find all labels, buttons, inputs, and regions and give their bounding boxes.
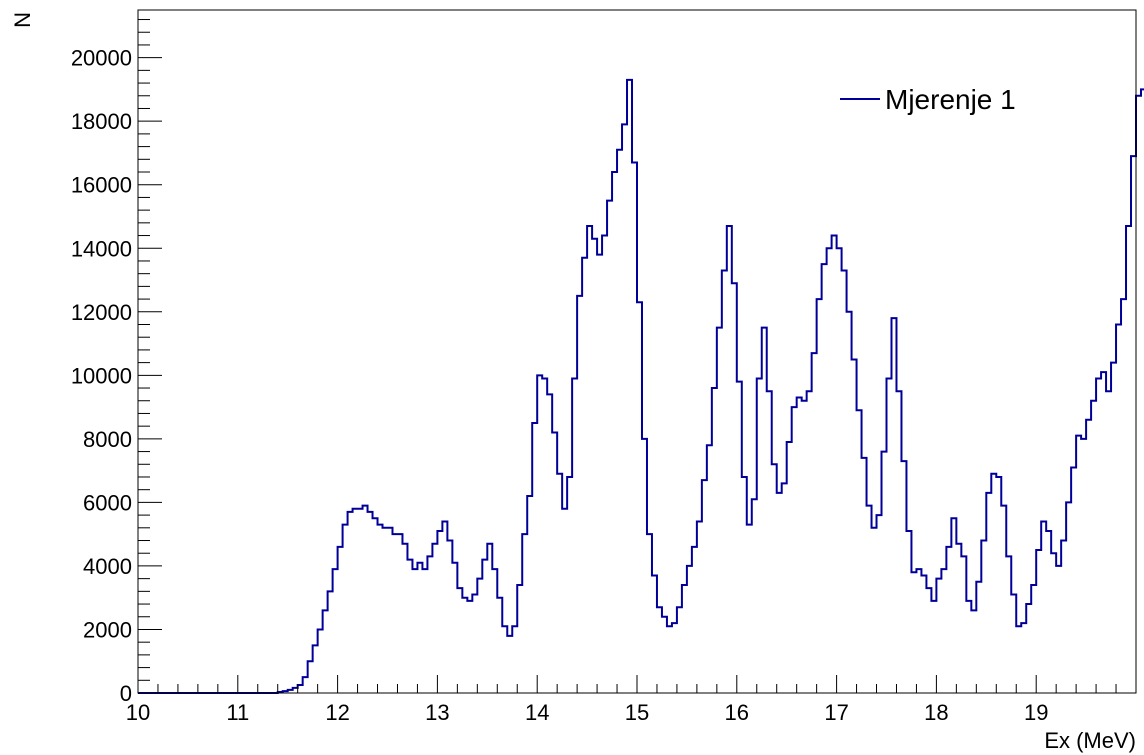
x-tick-label: 19 — [1024, 700, 1048, 725]
x-tick-label: 16 — [725, 700, 749, 725]
y-tick-label: 18000 — [71, 109, 132, 134]
y-tick-label: 6000 — [83, 490, 132, 515]
y-tick-label: 20000 — [71, 46, 132, 71]
y-tick-label: 14000 — [71, 236, 132, 261]
x-tick-label: 18 — [924, 700, 948, 725]
x-tick-label: 13 — [425, 700, 449, 725]
y-axis-title: N — [10, 12, 35, 28]
y-tick-label: 4000 — [83, 554, 132, 579]
y-tick-label: 8000 — [83, 427, 132, 452]
x-tick-label: 15 — [625, 700, 649, 725]
x-tick-label: 12 — [325, 700, 349, 725]
y-tick-label: 12000 — [71, 300, 132, 325]
plot-area — [138, 78, 1144, 694]
y-tick-label: 0 — [120, 681, 132, 706]
x-axis-title: Ex (MeV) — [1044, 728, 1136, 753]
series-mjerenje-1-line — [138, 78, 1144, 694]
y-tick-label: 2000 — [83, 617, 132, 642]
x-tick-label: 14 — [525, 700, 549, 725]
x-tick-label: 10 — [126, 700, 150, 725]
y-tick-label: 16000 — [71, 173, 132, 198]
x-tick-label: 11 — [226, 700, 249, 725]
legend-label-mjerenje-1: Mjerenje 1 — [885, 84, 1016, 115]
legend: Mjerenje 1 — [840, 84, 1016, 115]
axes: 10 11 12 13 14 15 16 17 18 19 0 2000 4000 6000 8000 100… — [71, 9, 1137, 725]
x-tick-label: 17 — [824, 700, 848, 725]
y-tick-label: 10000 — [71, 363, 132, 388]
